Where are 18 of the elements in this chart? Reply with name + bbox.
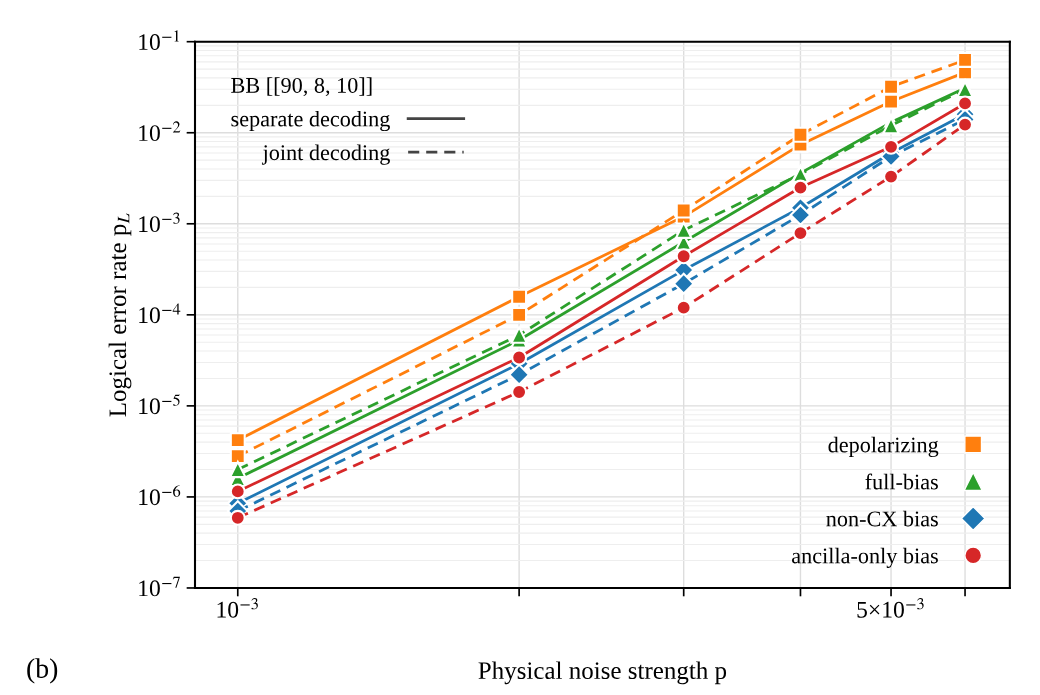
x-axis-title: Physical noise strength p	[478, 661, 727, 685]
y-tick-label: 10$^{−1}$	[139, 30, 179, 51]
y-axis-title: Logical error rate p$_{L}$	[108, 213, 132, 417]
y-tick-label: 10$^{−3}$	[139, 212, 180, 233]
legend-label: full-bias	[865, 473, 938, 490]
y-tick-label: 10$^{−6}$	[139, 485, 181, 506]
x-tick-label: 5×10$^{−3}$	[857, 597, 924, 618]
y-tick-label: 10$^{−7}$	[139, 576, 180, 597]
legend-label: depolarizing	[828, 436, 939, 458]
legend-title: BB [[90, 8, 10]]	[231, 77, 372, 97]
legend-label: non-CX bias	[826, 510, 938, 527]
y-tick-label: 10$^{−4}$	[139, 303, 181, 324]
legend-label: ancilla-only bias	[792, 547, 938, 568]
annotation: joint decoding	[261, 144, 390, 165]
y-tick-label: 10$^{−5}$	[139, 394, 180, 415]
y-tick-label: 10$^{−2}$	[139, 121, 181, 142]
text: (b)	[27, 658, 58, 684]
annotation: separate decoding	[231, 110, 390, 132]
